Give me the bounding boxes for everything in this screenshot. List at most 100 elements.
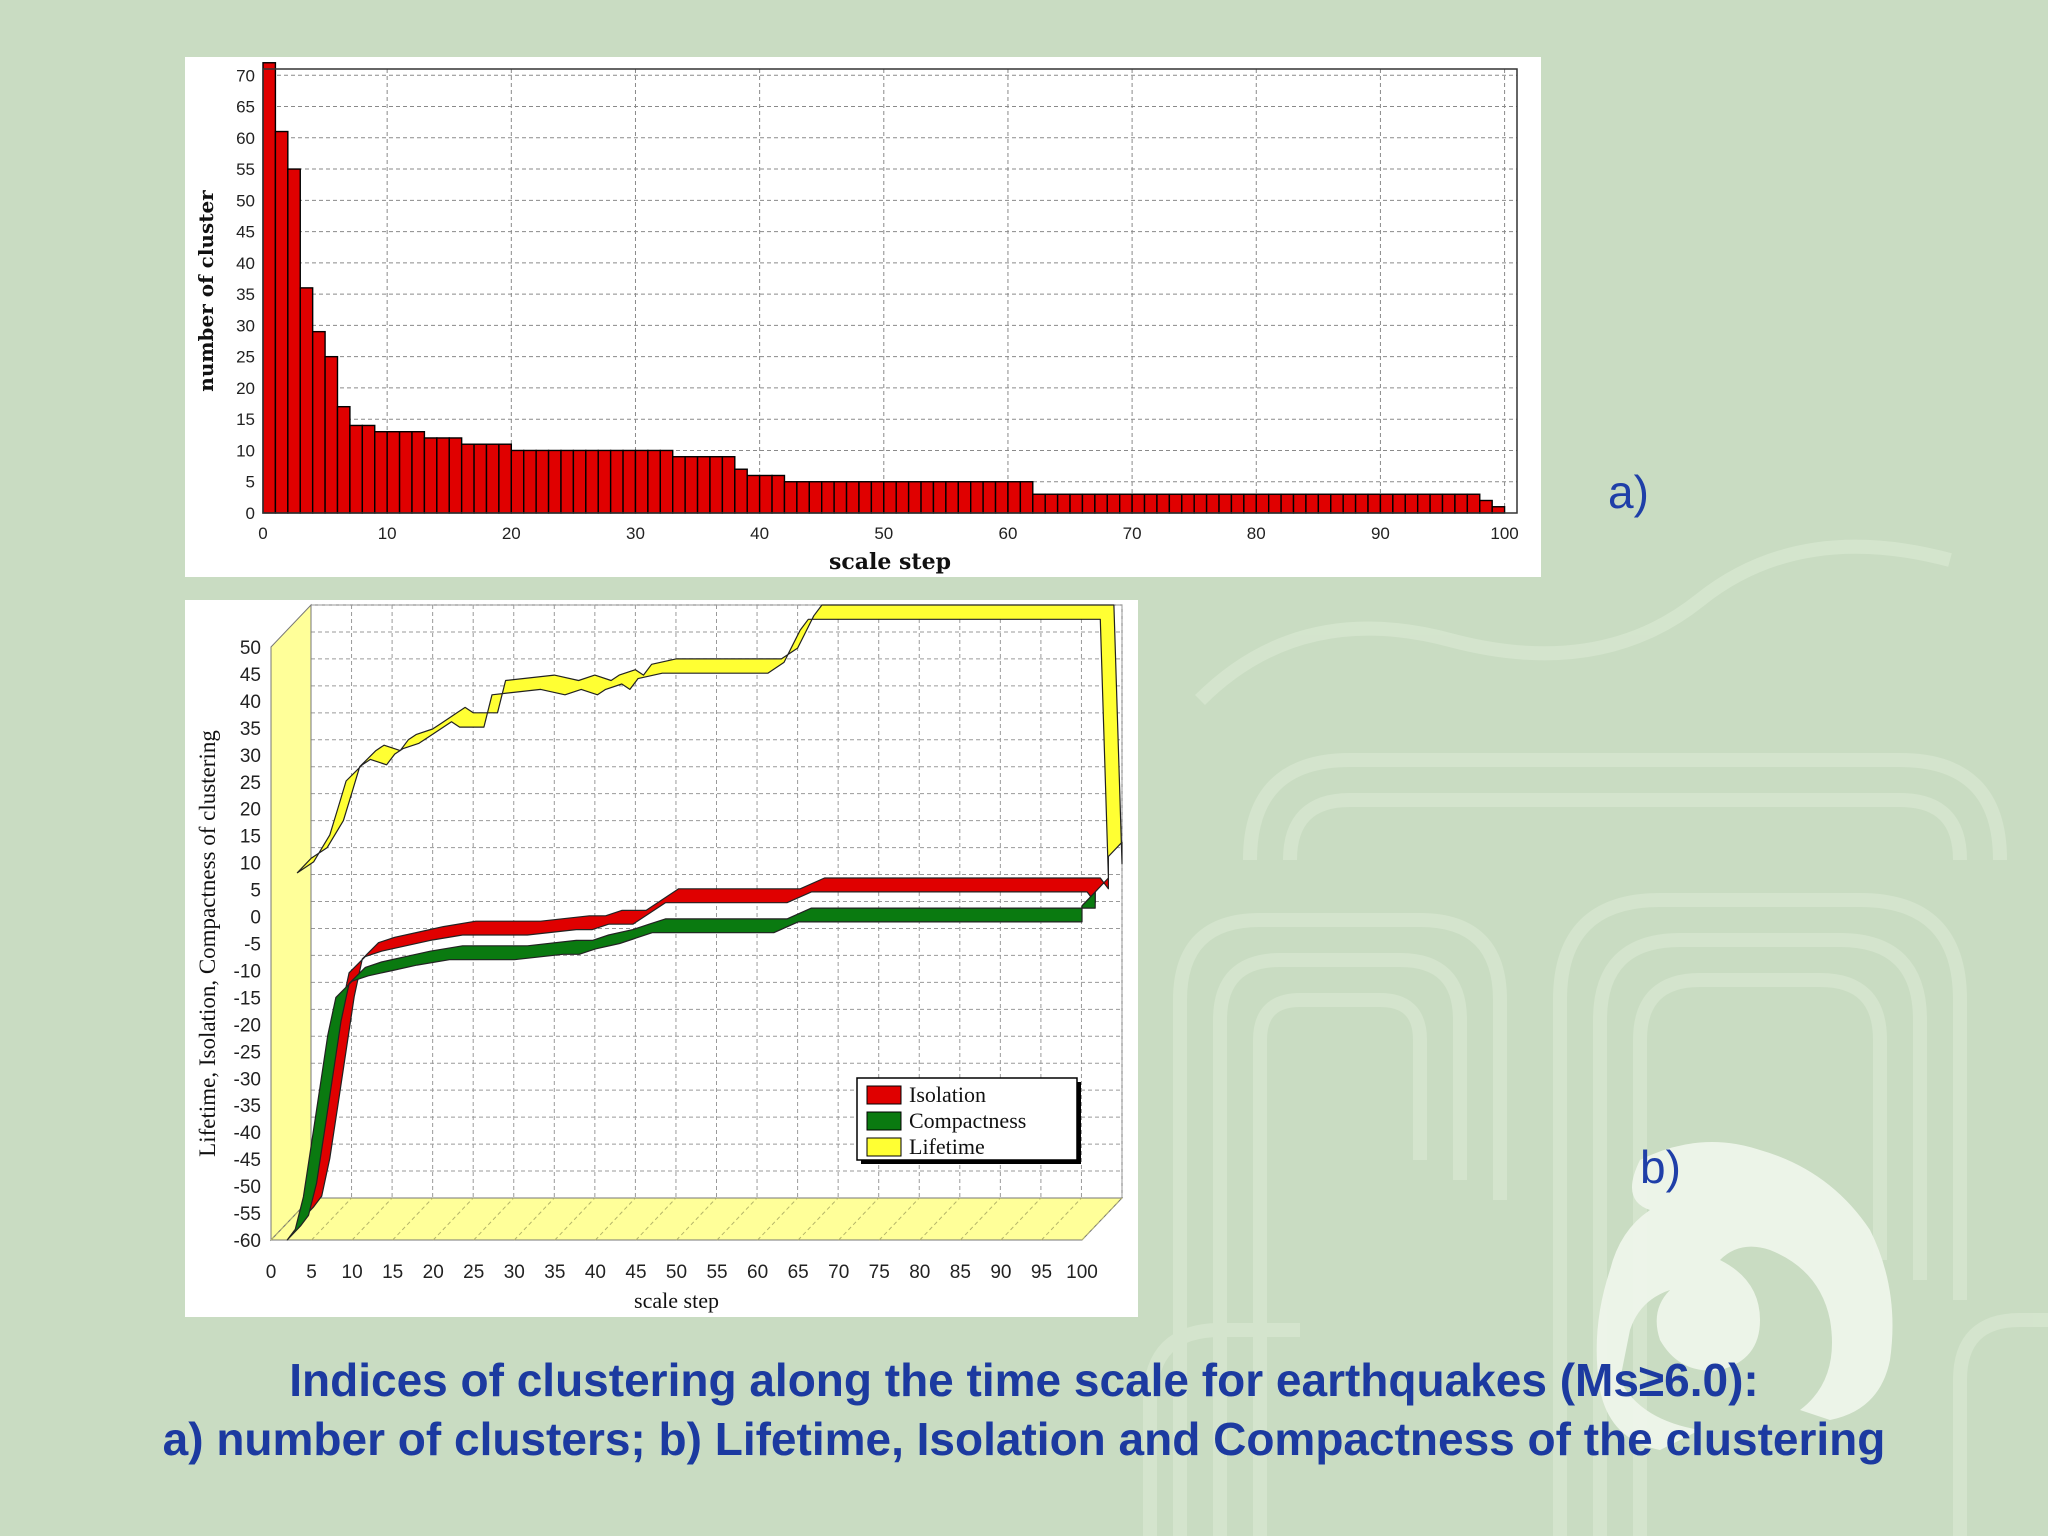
- chart-a-bar: [1019, 481, 1034, 514]
- chart-a-bar: [1255, 493, 1270, 514]
- chart-b-x-tick-label: 85: [950, 1262, 971, 1283]
- chart-a-bar: [696, 456, 711, 514]
- chart-a-bar: [398, 431, 413, 514]
- chart-b-x-tick-label: 70: [828, 1262, 849, 1283]
- chart-b-y-tick-label: -40: [234, 1123, 261, 1144]
- chart-b-y-tick-label: -15: [234, 988, 261, 1009]
- chart-a-bar: [709, 456, 724, 514]
- chart-a-bar: [982, 481, 997, 514]
- chart-a-bar: [1181, 493, 1195, 514]
- chart-b-x-tick-label: 95: [1031, 1262, 1052, 1283]
- chart-a-x-tick-label: 10: [378, 524, 397, 543]
- chart-a-bar: [1317, 493, 1332, 514]
- chart-a-bar: [1354, 493, 1369, 514]
- chart-a-bar: [423, 437, 438, 514]
- chart-a-bar: [1056, 493, 1071, 514]
- chart-a-x-tick-label: 70: [1123, 524, 1142, 543]
- chart-a-y-tick-label: 30: [236, 316, 255, 335]
- chart-a-y-axis-label: number of cluster: [194, 190, 218, 392]
- chart-a-bar: [622, 449, 637, 514]
- chart-b-floor-gridline: [513, 1197, 555, 1241]
- chart-a-bar: [1441, 493, 1456, 514]
- chart-b-x-tick-label: 90: [990, 1262, 1011, 1283]
- chart-a-bar: [460, 443, 475, 514]
- chart-b-y-tick-label: -5: [244, 935, 261, 956]
- chart-a-bar: [895, 481, 910, 514]
- chart-a-bar: [1205, 493, 1220, 514]
- chart-b-x-tick-label: 10: [342, 1262, 363, 1283]
- chart-a-bar: [1305, 493, 1320, 514]
- chart-b-y-tick-label: 30: [240, 746, 261, 767]
- chart-a-bar: [609, 449, 624, 514]
- chart-a-bar: [1143, 493, 1158, 514]
- chart-b-legend-label-lifetime: Lifetime: [909, 1134, 985, 1159]
- chart-b-x-tick-label: 30: [504, 1262, 525, 1283]
- chart-a-bar: [783, 481, 798, 514]
- chart-a-bar: [845, 481, 860, 514]
- chart-b-floor-gridline: [473, 1197, 515, 1241]
- chart-a-x-tick-label: 40: [750, 524, 769, 543]
- chart-a-bar: [510, 449, 525, 514]
- chart-a-bar: [920, 481, 935, 514]
- chart-b-x-tick-label: 75: [869, 1262, 890, 1283]
- chart-b-x-tick-label: 20: [423, 1262, 444, 1283]
- chart-b-x-tick-label: 15: [382, 1262, 403, 1283]
- chart-a-y-tick-label: 65: [236, 98, 255, 117]
- chart-b-series-isolation: [299, 877, 1110, 1222]
- chart-a-bar: [1081, 493, 1096, 514]
- chart-a-bar: [1267, 493, 1282, 514]
- chart-a-x-axis-label: scale step: [829, 549, 951, 575]
- chart-a-bar: [1416, 493, 1431, 514]
- chart-b-y-tick-label: -60: [234, 1231, 261, 1252]
- chart-a-bar: [957, 481, 972, 514]
- chart-b-y-tick-label: 25: [240, 773, 261, 794]
- chart-a-bar: [1479, 499, 1493, 514]
- chart-b-y-tick-label: 5: [250, 881, 261, 902]
- chart-a-bar: [808, 481, 823, 514]
- chart-b-y-tick-label: 20: [240, 800, 261, 821]
- chart-a-x-tick-label: 20: [502, 524, 521, 543]
- panel-a-label: a): [1608, 466, 1649, 518]
- chart-a-bar: [1429, 493, 1444, 514]
- chart-b-x-tick-label: 65: [788, 1262, 809, 1283]
- chart-a-bar: [572, 449, 587, 514]
- chart-a-bar: [473, 443, 488, 514]
- chart-a-bar: [945, 481, 959, 514]
- chart-b-floor-gridline: [838, 1197, 880, 1241]
- caption-line-1: Indices of clustering along the time sca…: [289, 1354, 1759, 1406]
- chart-a-bar: [1156, 493, 1171, 514]
- chart-a-bar: [870, 481, 885, 514]
- chart-a-x-tick-label: 80: [1247, 524, 1266, 543]
- chart-a-bar: [734, 468, 748, 514]
- chart-b-y-tick-label: -25: [234, 1042, 261, 1063]
- chart-a-bars: [262, 62, 1506, 514]
- chart-b-floor-gridline: [595, 1197, 636, 1241]
- chart-b-x-tick-label: 40: [585, 1262, 606, 1283]
- chart-a-bar: [560, 449, 575, 514]
- chart-a-bar: [684, 456, 699, 514]
- chart-b-floor-gridline: [1081, 1197, 1123, 1241]
- chart-b-x-tick-label: 45: [625, 1262, 646, 1283]
- chart-b-y-axis-label: Lifetime, Isolation, Compactness of clus…: [195, 730, 220, 1157]
- chart-b-y-tick-label: -35: [234, 1096, 261, 1117]
- chart-b-left-wall: [270, 603, 312, 1242]
- chart-a-bar: [262, 62, 277, 514]
- chart-a-bar: [1106, 493, 1121, 514]
- chart-b-legend-swatch-lifetime: [866, 1137, 902, 1157]
- chart-b-floor-gridline: [432, 1197, 474, 1241]
- chart-b-floor-gridline: [311, 1197, 352, 1241]
- chart-a-bar: [485, 443, 500, 514]
- chart-a-bar: [721, 456, 736, 514]
- chart-a-bar: [411, 431, 426, 514]
- chart-a-x-tick-label: 0: [258, 524, 267, 543]
- chart-a-bar: [1243, 493, 1257, 514]
- chart-b-floor-gridline: [1000, 1197, 1042, 1241]
- chart-a-bar: [1392, 493, 1406, 514]
- chart-a-bar: [634, 449, 649, 514]
- chart-a-bar: [1280, 493, 1295, 514]
- chart-b-x-tick-label: 25: [463, 1262, 484, 1283]
- chart-a-bar: [386, 431, 401, 514]
- chart-b-x-tick-label: 60: [747, 1262, 768, 1283]
- chart-a-bar: [758, 474, 773, 514]
